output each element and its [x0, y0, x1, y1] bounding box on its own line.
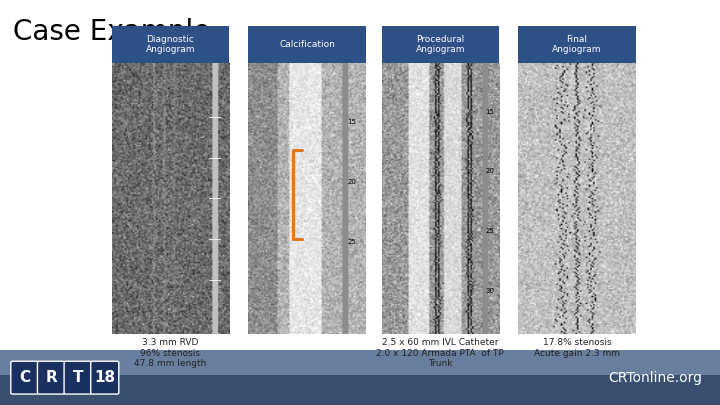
Text: C: C: [19, 370, 30, 385]
Text: 20: 20: [348, 179, 356, 185]
Text: 25: 25: [485, 228, 494, 234]
Text: Calcification: Calcification: [279, 40, 335, 49]
Text: 25: 25: [348, 239, 356, 245]
Bar: [0, 350, 720, 405]
Text: 15: 15: [348, 119, 356, 126]
Text: 15: 15: [485, 109, 494, 115]
Text: 20: 20: [485, 168, 494, 174]
Text: CRTonline.org: CRTonline.org: [608, 371, 702, 385]
Bar: [112, 26, 229, 63]
Text: Diagnostic
Angiogram: Diagnostic Angiogram: [145, 35, 195, 54]
Text: R: R: [45, 370, 58, 385]
FancyBboxPatch shape: [11, 361, 39, 394]
Text: 2.5 x 60 mm IVL Catheter
2.0 x 120 Armada PTA  of TP
Trunk: 2.5 x 60 mm IVL Catheter 2.0 x 120 Armad…: [377, 338, 504, 368]
FancyBboxPatch shape: [37, 361, 66, 394]
Text: 18: 18: [94, 370, 115, 385]
FancyBboxPatch shape: [91, 361, 119, 394]
Text: Procedural
Angiogram: Procedural Angiogram: [415, 35, 465, 54]
Text: Case Example: Case Example: [13, 18, 210, 46]
Text: 3.3 mm RVD
96% stenosis
47.8 mm length: 3.3 mm RVD 96% stenosis 47.8 mm length: [134, 338, 207, 368]
Text: Final
Angiogram: Final Angiogram: [552, 35, 602, 54]
Bar: [0, 350, 720, 375]
FancyBboxPatch shape: [64, 361, 92, 394]
Text: 30: 30: [485, 288, 494, 294]
Bar: [248, 26, 366, 63]
Bar: [382, 26, 499, 63]
Text: T: T: [73, 370, 84, 385]
Bar: [518, 26, 636, 63]
Text: 17.8% stenosis
Acute gain 2.3 mm: 17.8% stenosis Acute gain 2.3 mm: [534, 338, 620, 358]
